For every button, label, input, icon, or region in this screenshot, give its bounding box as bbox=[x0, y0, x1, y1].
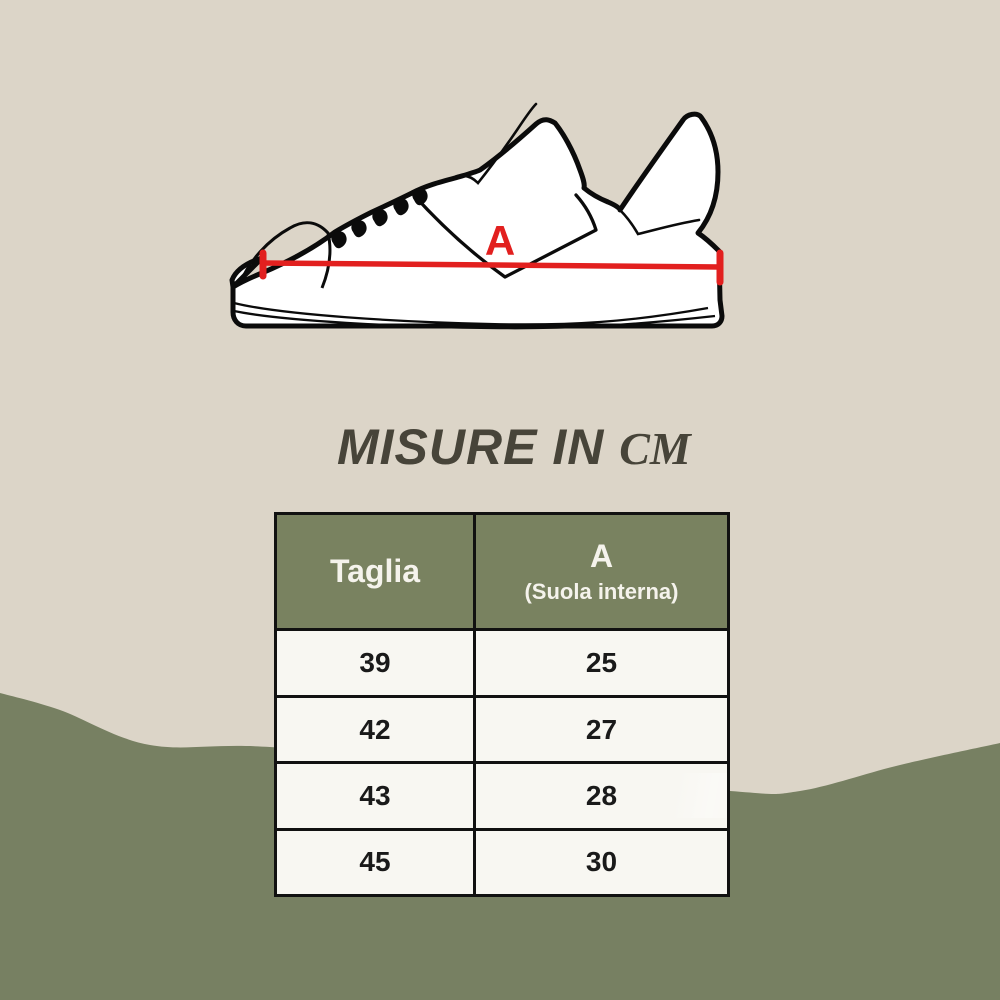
svg-text:A: A bbox=[485, 217, 515, 264]
